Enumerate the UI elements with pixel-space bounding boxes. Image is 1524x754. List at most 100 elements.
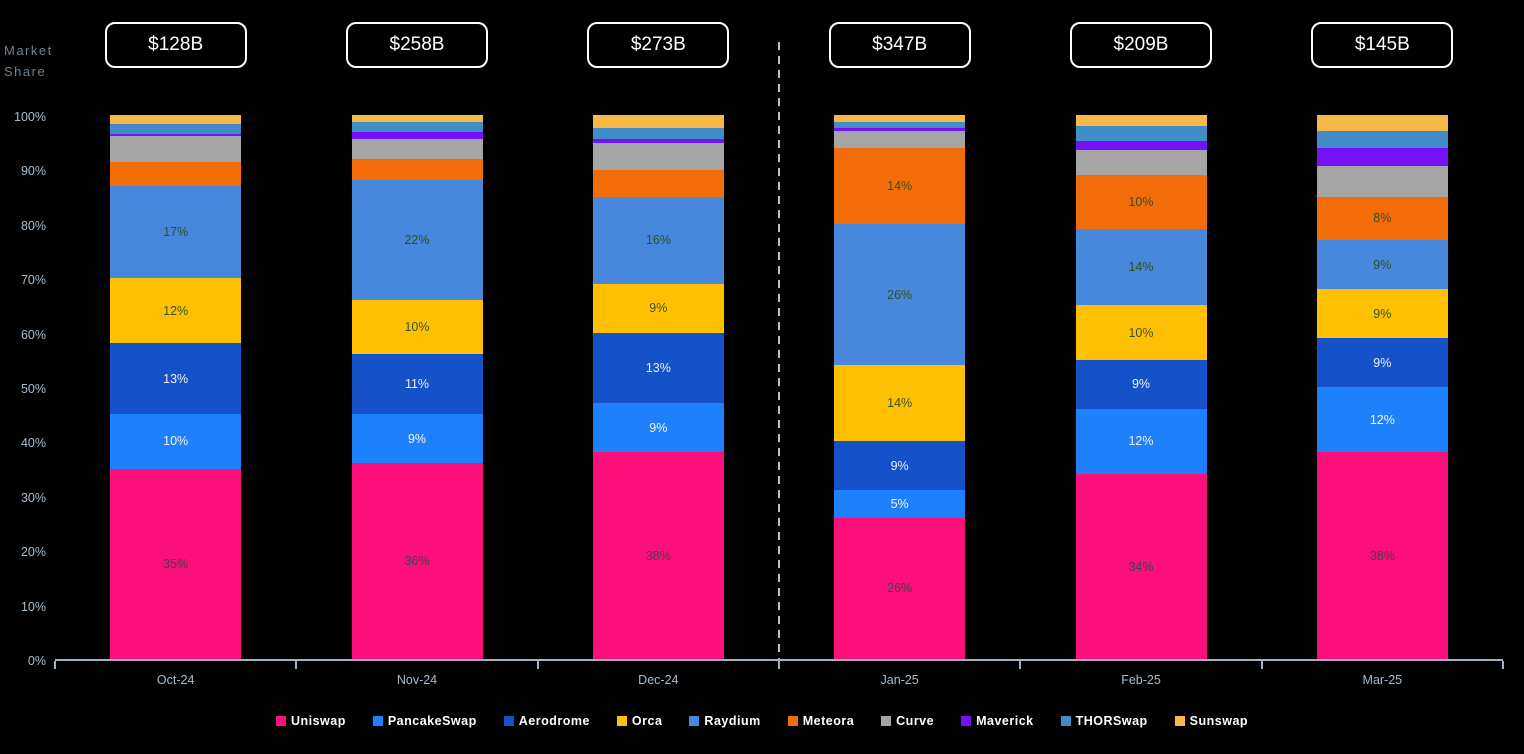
y-axis-tick-label: 0% bbox=[27, 654, 46, 668]
bar-segment-uniswap: 34% bbox=[1075, 474, 1207, 659]
segment-value-label: 10% bbox=[1128, 195, 1154, 210]
legend-swatch-icon bbox=[503, 716, 514, 726]
bar-segment-curve bbox=[834, 131, 966, 148]
y-axis-tick-label: 100% bbox=[14, 110, 46, 124]
x-axis-tick-mark bbox=[1260, 661, 1263, 669]
bar-segment-raydium: 22% bbox=[351, 180, 483, 300]
x-axis-tick-mark bbox=[778, 661, 780, 669]
x-axis-tick-mark bbox=[536, 661, 539, 669]
x-axis-tick-label: Mar-25 bbox=[1362, 673, 1403, 687]
bar-segment-maverick bbox=[1075, 140, 1207, 150]
legend-swatch-icon bbox=[689, 716, 700, 726]
bar-segment-sunswap bbox=[351, 115, 483, 123]
segment-value-label: 13% bbox=[645, 360, 671, 375]
bar-segment-thorswap bbox=[834, 122, 966, 128]
bar-segment-pancakeswap: 12% bbox=[1316, 387, 1448, 453]
bar-segment-sunswap bbox=[1316, 115, 1448, 132]
bar-segment-orca: 10% bbox=[351, 299, 483, 355]
bar-segment-maverick bbox=[351, 132, 483, 140]
segment-value-label: 22% bbox=[404, 233, 430, 248]
segment-value-label: 9% bbox=[1373, 355, 1392, 370]
bar-segment-maverick bbox=[110, 134, 242, 136]
bar-segment-orca: 9% bbox=[1316, 289, 1448, 339]
forecast-separator-line bbox=[778, 42, 780, 661]
bar-segment-maverick bbox=[1316, 147, 1448, 167]
bar-segment-curve bbox=[351, 139, 483, 159]
segment-value-label: 17% bbox=[163, 224, 189, 239]
legend-label: Sunswap bbox=[1189, 714, 1249, 728]
segment-value-label: 14% bbox=[1128, 260, 1154, 275]
legend-swatch-icon bbox=[372, 716, 383, 726]
y-axis-tick-label: 40% bbox=[20, 436, 46, 451]
bar-segment-raydium: 9% bbox=[1316, 240, 1448, 290]
x-axis-tick-mark bbox=[1502, 661, 1504, 669]
bar-segment-meteora: 8% bbox=[1316, 196, 1448, 241]
bar-segment-aerodrome: 9% bbox=[834, 441, 966, 491]
legend-swatch-icon bbox=[961, 716, 972, 726]
bar-segment-sunswap bbox=[1075, 115, 1207, 127]
bar-segment-raydium: 26% bbox=[834, 223, 966, 366]
bar-segment-uniswap: 26% bbox=[834, 517, 966, 659]
y-axis-title-line2: Share bbox=[4, 64, 47, 79]
bar-segment-curve bbox=[110, 135, 242, 162]
bar-segment-raydium: 16% bbox=[592, 196, 724, 284]
bar-segment-meteora: 14% bbox=[834, 147, 966, 224]
legend-swatch-icon bbox=[1174, 716, 1185, 726]
bar-segment-aerodrome: 9% bbox=[1075, 359, 1207, 409]
segment-value-label: 16% bbox=[645, 233, 671, 248]
total-volume-callout: $128B bbox=[104, 22, 247, 68]
segment-value-label: 10% bbox=[1128, 325, 1154, 340]
y-axis-tick-label: 70% bbox=[20, 273, 46, 288]
y-axis-tick-label: 90% bbox=[20, 164, 46, 179]
total-volume-callout: $145B bbox=[1311, 22, 1454, 68]
bar-segment-aerodrome: 11% bbox=[351, 354, 483, 415]
y-axis-tick-label: 10% bbox=[20, 599, 46, 614]
legend-label: Orca bbox=[631, 714, 663, 728]
legend-swatch-icon bbox=[881, 716, 892, 726]
segment-value-label: 13% bbox=[163, 371, 189, 386]
segment-value-label: 9% bbox=[649, 301, 668, 316]
segment-value-label: 9% bbox=[1373, 306, 1392, 321]
x-axis-tick-label: Feb-25 bbox=[1121, 673, 1161, 687]
total-volume-callout: $258B bbox=[346, 22, 488, 68]
segment-value-label: 8% bbox=[1373, 211, 1392, 226]
bar-segment-sunswap bbox=[110, 115, 242, 124]
x-axis-tick-label: Nov-24 bbox=[396, 673, 438, 687]
bar-segment-thorswap bbox=[110, 123, 242, 135]
bar-segment-uniswap: 38% bbox=[592, 452, 724, 659]
legend-label: Raydium bbox=[704, 714, 761, 728]
segment-value-label: 12% bbox=[1369, 412, 1395, 427]
segment-value-label: 38% bbox=[645, 548, 671, 563]
segment-value-label: 34% bbox=[1128, 559, 1154, 574]
segment-value-label: 11% bbox=[404, 377, 430, 392]
x-axis-tick-mark bbox=[54, 661, 56, 669]
bar-segment-orca: 14% bbox=[834, 365, 966, 442]
y-axis-tick-label: 50% bbox=[20, 382, 46, 396]
y-axis-title-line1: Market bbox=[4, 43, 53, 58]
bar-segment-uniswap: 38% bbox=[1316, 452, 1448, 659]
bar-segment-curve bbox=[1075, 149, 1207, 175]
segment-value-label: 12% bbox=[163, 303, 189, 318]
segment-value-label: 9% bbox=[1131, 377, 1151, 392]
legend-label: Curve bbox=[896, 714, 935, 728]
legend-label: THORSwap bbox=[1075, 714, 1148, 728]
bar-segment-curve bbox=[1316, 166, 1448, 197]
legend: Uniswap PancakeSwap Aerodrome Orca Raydium Me… bbox=[0, 708, 1524, 734]
segment-value-label: 38% bbox=[1369, 548, 1395, 563]
legend-swatch-icon bbox=[787, 716, 798, 726]
segment-value-label: 9% bbox=[649, 420, 668, 435]
segment-value-label: 12% bbox=[1128, 434, 1154, 449]
legend-label: PancakeSwap bbox=[387, 714, 477, 728]
bar-segment-pancakeswap: 9% bbox=[592, 403, 724, 453]
legend-item-thorswap: THORSwap bbox=[1060, 714, 1148, 728]
legend-item-meteora: Meteora bbox=[787, 714, 854, 728]
bar-segment-pancakeswap: 12% bbox=[1075, 408, 1207, 475]
y-axis-tick-label: 20% bbox=[20, 545, 46, 560]
legend-item-uniswap: Uniswap bbox=[275, 714, 346, 728]
bar-segment-maverick bbox=[592, 138, 724, 144]
bar-segment-orca: 12% bbox=[110, 278, 242, 344]
legend-item-sunswap: Sunswap bbox=[1174, 714, 1249, 728]
bar-segment-thorswap bbox=[1316, 131, 1448, 148]
y-axis-tick-label: 80% bbox=[20, 218, 46, 233]
x-axis-tick-mark bbox=[295, 661, 298, 669]
